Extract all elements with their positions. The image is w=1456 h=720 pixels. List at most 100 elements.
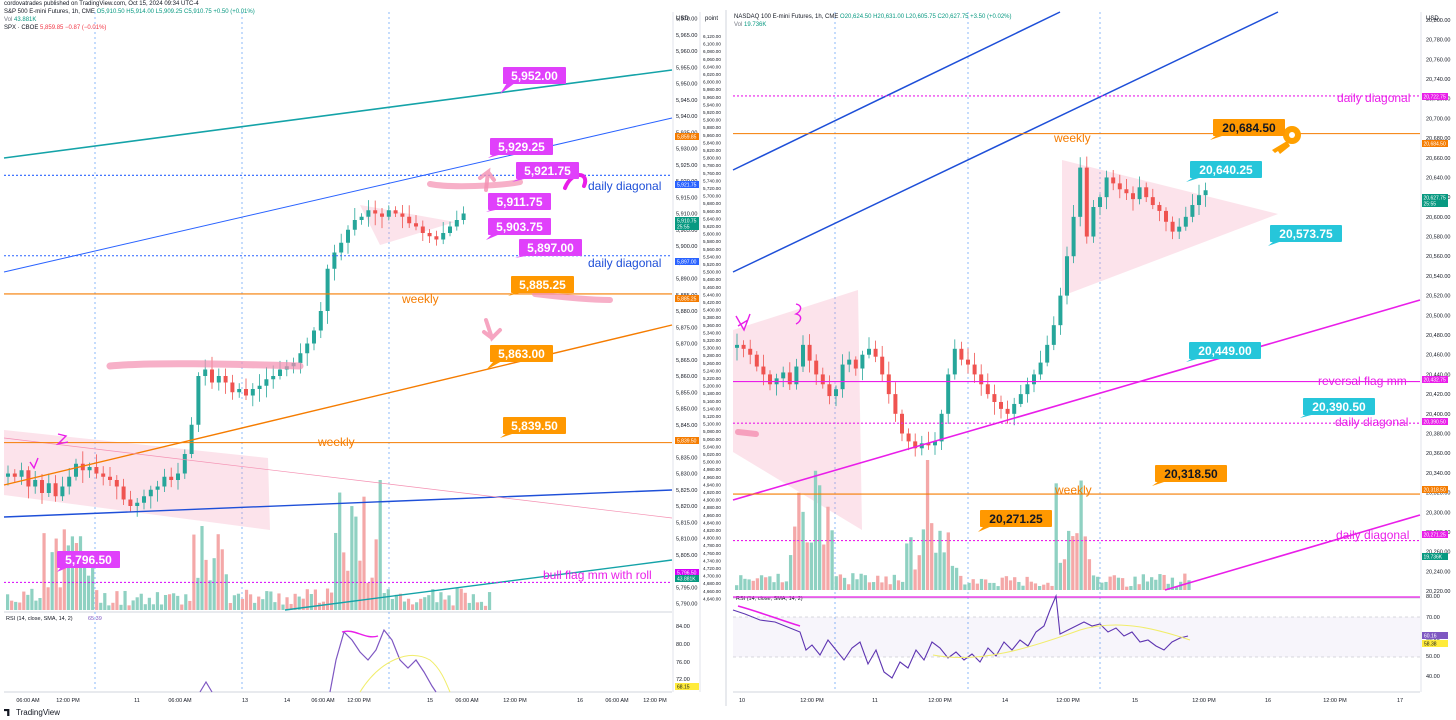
left-candle-body xyxy=(142,496,146,503)
left-candle-body xyxy=(19,470,24,477)
left-point-tick: 6,120.00 xyxy=(703,34,721,39)
left-point-tick: 5,060.00 xyxy=(703,437,721,442)
left-volume-bar xyxy=(236,593,241,610)
left-candle-body xyxy=(80,463,85,471)
left-candle-body xyxy=(434,236,439,240)
left-y-tick: 5,845.00 xyxy=(676,423,697,429)
left-y-tick: 5,890.00 xyxy=(676,277,697,283)
left-point-tick: 5,200.00 xyxy=(703,384,721,389)
left-candle-body xyxy=(87,467,92,471)
right-volume-bar xyxy=(1112,575,1116,590)
left-point-tick: 5,280.00 xyxy=(703,353,721,358)
left-point-tick: 4,920.00 xyxy=(703,490,721,495)
right-candle-body xyxy=(735,344,739,348)
right-y-tick: 20,440.00 xyxy=(1426,372,1450,378)
left-point-tick: 5,340.00 xyxy=(703,330,721,335)
right-candle-body xyxy=(748,348,753,355)
left-candle-body xyxy=(325,268,330,311)
left-volume-bar xyxy=(354,516,358,610)
left-callout-box xyxy=(488,193,551,210)
left-candle-body xyxy=(278,369,282,376)
right-volume-bar xyxy=(851,573,855,590)
left-volume-bar xyxy=(475,602,479,610)
left-volume-bar xyxy=(143,604,147,610)
left-point-tick: 5,900.00 xyxy=(703,118,721,123)
right-y-tick: 20,420.00 xyxy=(1426,392,1450,398)
right-volume-bar xyxy=(1029,581,1033,590)
left-candle-body xyxy=(366,210,371,217)
left-candle-body xyxy=(121,486,126,500)
right-axis-price-text: 25:55 xyxy=(1424,202,1437,208)
left-volume-bar xyxy=(447,595,451,610)
right-axis-price-text: 20,722.75 xyxy=(1424,95,1446,101)
left-point-tick: 5,560.00 xyxy=(703,247,721,252)
left-y-tick: 5,820.00 xyxy=(676,504,697,510)
right-volume-bar xyxy=(1075,533,1079,590)
left-y-tick: 5,860.00 xyxy=(676,374,697,380)
right-upper-blue-channel xyxy=(732,11,1061,171)
left-volume-bar xyxy=(26,594,30,610)
key-icon xyxy=(1272,126,1301,154)
left-volume-bar xyxy=(38,597,42,610)
right-y-tick: 20,540.00 xyxy=(1426,274,1450,280)
right-volume-bar xyxy=(830,530,834,590)
left-currency-label: USD xyxy=(676,16,689,22)
right-volume-bar xyxy=(1050,585,1054,590)
right-volume-bar xyxy=(1170,577,1175,590)
left-y-tick: 5,865.00 xyxy=(676,358,697,364)
left-rsi-tick: 84.00 xyxy=(676,624,690,630)
right-callout-box xyxy=(1190,161,1262,178)
right-axis-price-text: 19.736K xyxy=(1424,555,1443,561)
left-y-tick: 5,790.00 xyxy=(676,602,697,608)
left-y-tick: 5,810.00 xyxy=(676,537,697,543)
right-callout-box xyxy=(1189,342,1261,359)
right-candle-body xyxy=(1124,189,1129,194)
right-volume-bar xyxy=(946,532,950,590)
left-callout-pointer xyxy=(486,234,500,240)
right-rsi-current-label xyxy=(1422,632,1448,639)
left-volume-bar xyxy=(168,594,172,610)
right-level-label: reversal flag mm xyxy=(1318,374,1407,388)
right-x-tick: 14 xyxy=(1002,698,1008,704)
left-axis-price-label xyxy=(675,569,699,576)
right-axis-price-text: 20,271.25 xyxy=(1424,533,1446,539)
right-volume-bar xyxy=(1008,580,1013,590)
right-volume-bar xyxy=(892,574,896,590)
right-axis-price-label xyxy=(1422,486,1448,493)
left-axis-price-label xyxy=(675,437,699,444)
left-volume-bar xyxy=(419,598,423,610)
left-volume-bar xyxy=(334,532,338,610)
left-point-tick: 4,720.00 xyxy=(703,566,721,571)
left-candle-body xyxy=(441,233,446,240)
left-lower-teal-trendline xyxy=(284,559,673,611)
right-volume-bar xyxy=(759,575,764,590)
left-point-tick: 6,060.00 xyxy=(703,57,721,62)
left-candle-body xyxy=(298,353,303,363)
right-candle-body xyxy=(1071,216,1076,257)
left-volume-bar xyxy=(54,538,58,610)
right-y-tick: 20,700.00 xyxy=(1426,116,1450,122)
left-volume-bar xyxy=(139,593,143,610)
left-point-tick: 5,520.00 xyxy=(703,262,721,267)
left-volume-bar xyxy=(362,496,366,610)
left-x-tick: 14 xyxy=(284,698,290,704)
right-axis-price-label xyxy=(1422,93,1448,100)
left-point-tick: 5,580.00 xyxy=(703,239,721,244)
left-x-tick: 06:00 AM xyxy=(605,698,629,704)
right-volume-bar xyxy=(1158,574,1162,590)
left-volume-bar xyxy=(30,588,34,610)
right-volume-bar xyxy=(764,577,768,590)
left-callout-box xyxy=(490,138,553,155)
left-y-tick: 5,910.00 xyxy=(676,212,697,218)
left-point-tick: 5,080.00 xyxy=(703,429,721,434)
left-candle-body xyxy=(271,376,276,380)
left-candle-body xyxy=(237,389,242,393)
left-volume-bar xyxy=(224,574,228,610)
left-volume-bar xyxy=(253,602,257,610)
right-volume-bar xyxy=(784,581,789,590)
right-candle-body xyxy=(768,374,772,385)
right-volume-bar xyxy=(930,523,934,590)
right-y-tick: 20,580.00 xyxy=(1426,235,1450,241)
right-rsi-tick: 40.00 xyxy=(1426,674,1440,680)
right-y-tick: 20,660.00 xyxy=(1426,156,1450,162)
